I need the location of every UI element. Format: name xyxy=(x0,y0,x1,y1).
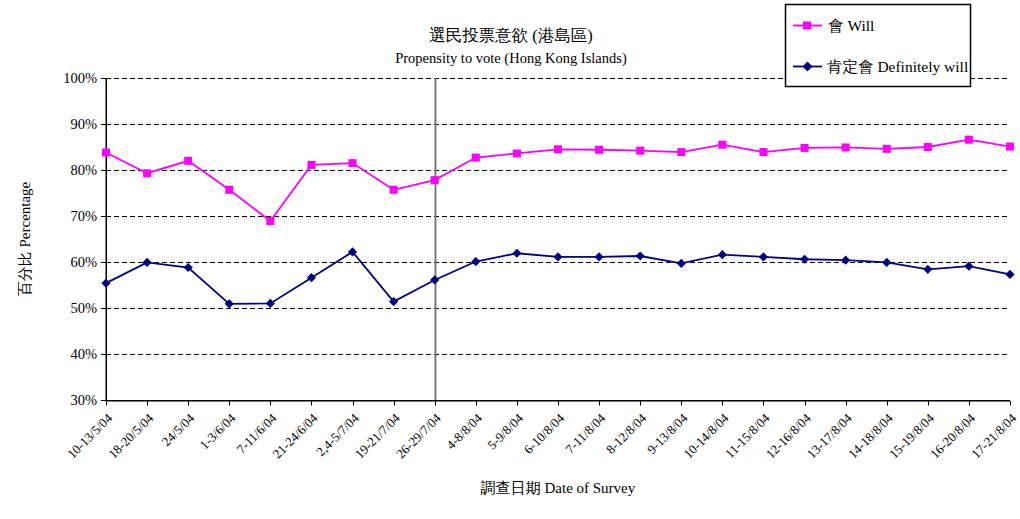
chart-page: 30%40%50%60%70%80%90%100%10-13/5/0418-20… xyxy=(0,0,1020,519)
data-point-marker xyxy=(101,279,110,288)
y-tick-label: 80% xyxy=(70,162,97,178)
data-point-marker xyxy=(801,144,809,152)
data-point-marker xyxy=(266,299,275,308)
data-point-marker xyxy=(965,136,973,144)
gridlines xyxy=(106,79,1010,355)
data-point-marker xyxy=(595,146,603,154)
y-tick-label: 50% xyxy=(70,300,97,316)
data-point-marker xyxy=(1006,143,1014,151)
x-axis-title: 調查日期 Date of Survey xyxy=(481,480,636,496)
data-point-marker xyxy=(883,145,891,153)
data-point-marker xyxy=(430,275,439,284)
data-series xyxy=(101,136,1014,309)
data-point-marker xyxy=(471,257,480,266)
x-tick-label: 4-8/8/04 xyxy=(443,410,485,452)
data-point-marker xyxy=(512,249,521,258)
data-point-marker xyxy=(759,252,768,261)
data-point-marker xyxy=(594,252,603,261)
y-axis-title: 百分比 Percentage xyxy=(17,181,33,296)
data-point-marker xyxy=(677,148,685,156)
x-tick-label: 26-29/7/04 xyxy=(393,410,444,461)
data-point-marker xyxy=(472,154,480,162)
data-point-marker xyxy=(923,265,932,274)
data-point-marker xyxy=(390,186,398,194)
x-tick-label: 21-24/6/04 xyxy=(270,410,321,461)
y-tick-label: 90% xyxy=(70,116,97,132)
x-tick-label: 17-21/8/04 xyxy=(968,410,1019,461)
data-point-marker xyxy=(800,255,809,264)
axes xyxy=(101,78,1011,406)
data-point-marker xyxy=(513,149,521,157)
data-point-marker xyxy=(142,258,151,267)
vote-propensity-chart: 30%40%50%60%70%80%90%100%10-13/5/0418-20… xyxy=(0,0,1020,519)
data-point-marker xyxy=(842,143,850,151)
legend: 會 Will 肯定會 Definitely will xyxy=(786,5,971,87)
data-point-marker xyxy=(841,256,850,265)
x-tick-label: 8-12/8/04 xyxy=(603,410,650,457)
data-point-marker xyxy=(636,251,645,260)
data-point-marker xyxy=(677,259,686,268)
legend-label-will: 會 Will xyxy=(828,17,874,34)
y-tick-label: 70% xyxy=(70,208,97,224)
data-point-marker xyxy=(143,169,151,177)
x-tick-label: 7-11/8/04 xyxy=(562,410,608,456)
data-point-marker xyxy=(759,148,767,156)
y-tick-label: 60% xyxy=(70,254,97,270)
data-point-marker xyxy=(102,149,110,157)
data-point-marker xyxy=(266,217,274,225)
data-point-marker xyxy=(554,145,562,153)
chart-title-zh: 選民投票意欲 (港島區) xyxy=(429,26,593,45)
data-point-marker xyxy=(1005,270,1014,279)
data-point-marker xyxy=(718,141,726,149)
y-tick-label: 30% xyxy=(70,392,97,408)
data-point-marker xyxy=(553,252,562,261)
data-point-marker xyxy=(307,273,316,282)
data-point-marker xyxy=(718,250,727,259)
data-point-marker xyxy=(225,186,233,194)
x-tick-label: 6-10/8/04 xyxy=(521,410,568,457)
data-point-marker xyxy=(431,176,439,184)
data-point-marker xyxy=(307,161,315,169)
legend-marker-will-icon xyxy=(803,22,811,30)
axis-labels: 30%40%50%60%70%80%90%100%10-13/5/0418-20… xyxy=(63,70,1019,461)
legend-label-definitely-will: 肯定會 Definitely will xyxy=(827,58,968,75)
x-tick-label: 24/5/04 xyxy=(159,410,198,449)
y-tick-label: 40% xyxy=(70,346,97,362)
x-tick-label: 18-20/5/04 xyxy=(105,410,156,461)
y-tick-label: 100% xyxy=(63,70,97,86)
data-point-marker xyxy=(636,147,644,155)
data-point-marker xyxy=(924,143,932,151)
chart-title-en: Propensity to vote (Hong Kong Islands) xyxy=(395,50,627,67)
data-point-marker xyxy=(184,157,192,165)
data-point-marker xyxy=(882,258,891,267)
data-point-marker xyxy=(349,159,357,167)
